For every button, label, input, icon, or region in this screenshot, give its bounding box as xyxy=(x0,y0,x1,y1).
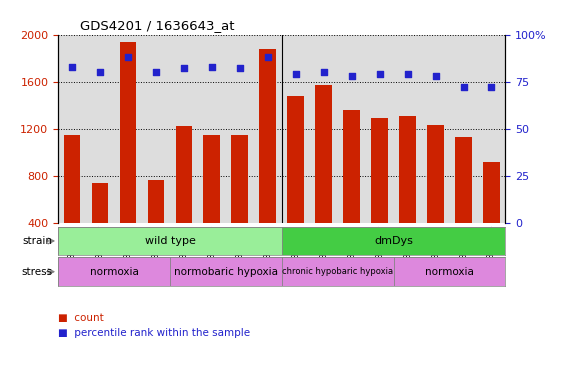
Bar xyxy=(58,227,282,255)
Bar xyxy=(259,49,276,270)
Point xyxy=(67,63,77,70)
Point xyxy=(431,73,440,79)
Point xyxy=(347,73,356,79)
Bar xyxy=(315,85,332,270)
Point xyxy=(487,84,496,90)
Text: wild type: wild type xyxy=(145,236,195,246)
Text: strain: strain xyxy=(22,236,52,246)
Bar xyxy=(455,137,472,270)
Text: GDS4201 / 1636643_at: GDS4201 / 1636643_at xyxy=(80,19,235,32)
Bar xyxy=(203,134,220,270)
Point xyxy=(459,84,468,90)
Bar xyxy=(282,227,505,255)
Bar xyxy=(282,257,393,286)
Point xyxy=(403,71,413,77)
Point xyxy=(151,69,160,75)
Bar xyxy=(343,110,360,270)
Text: stress: stress xyxy=(21,266,52,277)
Bar xyxy=(58,257,170,286)
Point xyxy=(123,54,132,60)
Point xyxy=(207,63,217,70)
Point xyxy=(235,65,245,71)
Text: chronic hypobaric hypoxia: chronic hypobaric hypoxia xyxy=(282,267,393,276)
Bar xyxy=(64,134,80,270)
Bar xyxy=(170,257,282,286)
Text: ■  percentile rank within the sample: ■ percentile rank within the sample xyxy=(58,328,250,338)
Point xyxy=(263,54,272,60)
Bar xyxy=(371,118,388,270)
Bar xyxy=(120,41,137,270)
Text: normoxia: normoxia xyxy=(89,266,138,277)
Bar xyxy=(92,183,109,270)
Text: dmDys: dmDys xyxy=(374,236,413,246)
Bar xyxy=(148,180,164,270)
Bar xyxy=(483,162,500,270)
Bar xyxy=(288,96,304,270)
Bar xyxy=(427,125,444,270)
Text: normobaric hypoxia: normobaric hypoxia xyxy=(174,266,278,277)
Point xyxy=(180,65,189,71)
Text: ■  count: ■ count xyxy=(58,313,104,323)
Point xyxy=(319,69,328,75)
Point xyxy=(291,71,300,77)
Point xyxy=(375,71,384,77)
Bar xyxy=(231,134,248,270)
Text: normoxia: normoxia xyxy=(425,266,474,277)
Bar xyxy=(399,116,416,270)
Bar xyxy=(175,126,192,270)
Bar xyxy=(394,257,505,286)
Point xyxy=(95,69,105,75)
